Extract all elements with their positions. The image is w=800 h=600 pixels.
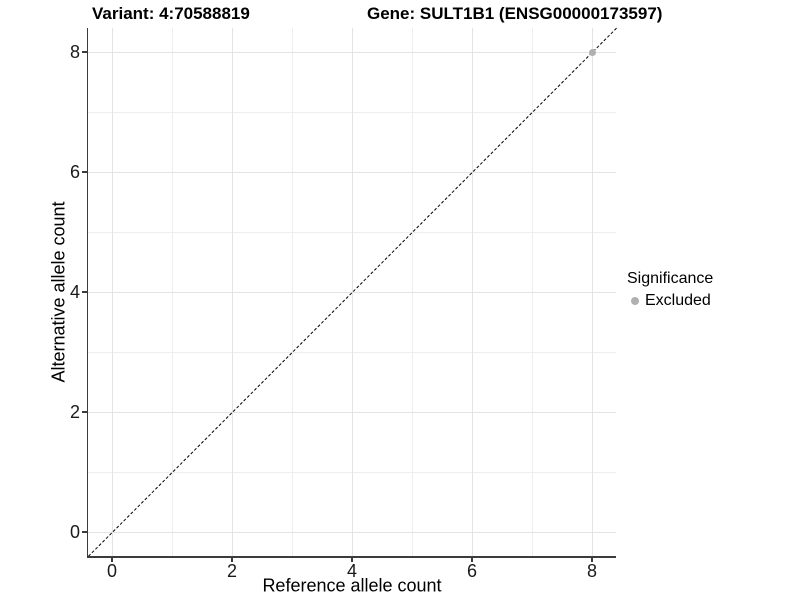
x-tick (231, 557, 233, 563)
x-tick-label: 8 (586, 561, 597, 581)
y-tick (82, 51, 87, 53)
legend-title: Significance (627, 270, 714, 287)
x-tick (591, 557, 593, 563)
gridline-y-major (88, 532, 616, 533)
legend-item-label: Excluded (645, 292, 711, 309)
y-tick-label: 4 (69, 281, 80, 302)
x-tick (471, 557, 473, 563)
y-tick-label: 2 (69, 401, 80, 422)
y-tick (82, 291, 87, 293)
gridline-y-major (88, 172, 616, 173)
y-tick-label: 8 (69, 41, 80, 62)
plot-panel (88, 28, 617, 557)
y-axis-label: Alternative allele count (48, 201, 69, 383)
x-tick-label: 2 (226, 561, 237, 581)
y-tick-label: 0 (69, 521, 80, 542)
data-point (588, 48, 596, 56)
y-tick (82, 531, 87, 533)
y-axis-line (86, 28, 89, 558)
x-tick-label: 0 (106, 561, 117, 581)
x-axis-label: Reference allele count (262, 575, 442, 596)
y-tick (82, 171, 87, 173)
gridline-y-major (88, 292, 616, 293)
legend-point-icon (631, 297, 639, 305)
x-tick (351, 557, 353, 563)
gridline-y-major (88, 52, 616, 53)
x-axis-line (86, 556, 616, 558)
gene-title: Gene: SULT1B1 (ENSG00000173597) (367, 4, 663, 23)
y-tick (82, 411, 87, 413)
legend-item: Excluded (627, 291, 713, 311)
x-tick (111, 557, 113, 563)
x-tick-label: 6 (466, 561, 477, 581)
gridline-y-major (88, 412, 616, 413)
y-tick-label: 6 (69, 161, 80, 182)
variant-title: Variant: 4:70588819 (92, 4, 250, 23)
x-tick-label: 4 (346, 561, 357, 581)
legend: Significance Excluded (627, 268, 713, 311)
